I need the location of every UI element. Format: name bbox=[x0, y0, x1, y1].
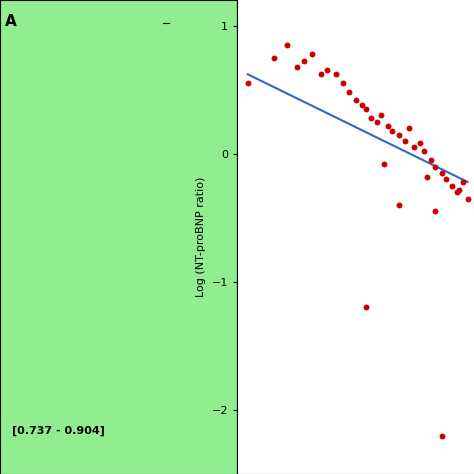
Point bbox=[363, 304, 370, 311]
Point bbox=[293, 63, 301, 71]
Point bbox=[388, 127, 396, 135]
Point bbox=[459, 178, 467, 186]
Point bbox=[395, 201, 402, 209]
Text: A: A bbox=[5, 14, 17, 29]
Point bbox=[438, 169, 446, 177]
Point bbox=[373, 118, 381, 126]
Point bbox=[410, 144, 418, 151]
Point bbox=[300, 58, 308, 65]
Point bbox=[358, 101, 366, 109]
Point bbox=[309, 50, 316, 58]
Point bbox=[455, 186, 463, 193]
Point bbox=[420, 147, 428, 155]
Point bbox=[427, 156, 435, 164]
Point bbox=[384, 122, 392, 129]
Point bbox=[380, 160, 387, 168]
Point bbox=[367, 114, 374, 122]
Point bbox=[453, 188, 461, 196]
Point bbox=[442, 175, 450, 183]
Point bbox=[339, 80, 346, 87]
Y-axis label: Log (NT-proBNP ratio): Log (NT-proBNP ratio) bbox=[196, 177, 206, 297]
Point bbox=[324, 67, 331, 74]
Point bbox=[270, 54, 277, 62]
Point bbox=[378, 111, 385, 119]
Point bbox=[363, 105, 370, 113]
Point bbox=[352, 96, 359, 104]
Point bbox=[401, 137, 409, 145]
Point bbox=[464, 195, 471, 202]
Point bbox=[332, 71, 340, 78]
Point bbox=[431, 163, 439, 170]
Point bbox=[438, 432, 446, 439]
Point bbox=[345, 89, 353, 96]
Text: [0.737 - 0.904]: [0.737 - 0.904] bbox=[12, 426, 105, 436]
Point bbox=[395, 131, 402, 138]
Point bbox=[317, 71, 325, 78]
Point bbox=[244, 80, 252, 87]
Point bbox=[423, 173, 430, 181]
Point bbox=[283, 41, 291, 49]
Point bbox=[449, 182, 456, 190]
Point bbox=[431, 208, 439, 215]
Point bbox=[416, 140, 424, 147]
Point bbox=[406, 124, 413, 132]
